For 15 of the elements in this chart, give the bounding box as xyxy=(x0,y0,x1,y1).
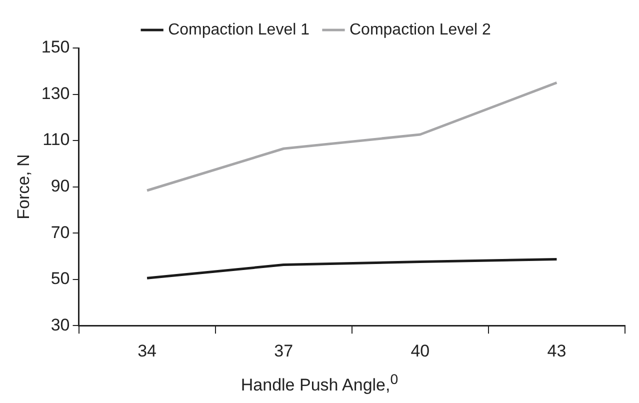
x-tick-label: 34 xyxy=(138,341,157,360)
y-tick-label: 90 xyxy=(50,176,70,196)
y-axis-title: Force, N xyxy=(14,154,33,220)
x-tick-label: 43 xyxy=(547,341,566,360)
y-tick-label: 50 xyxy=(50,269,70,288)
x-tick-label: 37 xyxy=(274,341,294,360)
x-tick-label: 40 xyxy=(410,341,430,360)
y-tick-label: 30 xyxy=(50,315,70,334)
x-axis-title: Handle Push Angle,$^{0}$ xyxy=(240,372,400,396)
y-tick-label: 70 xyxy=(50,222,70,242)
y-tick-label: 110 xyxy=(42,130,70,150)
legend-label: Compaction Level 1 xyxy=(168,21,310,38)
legend-label: Compaction Level 2 xyxy=(350,21,492,38)
y-tick-label: 150 xyxy=(41,38,70,57)
y-tick-label: 130 xyxy=(41,84,70,103)
